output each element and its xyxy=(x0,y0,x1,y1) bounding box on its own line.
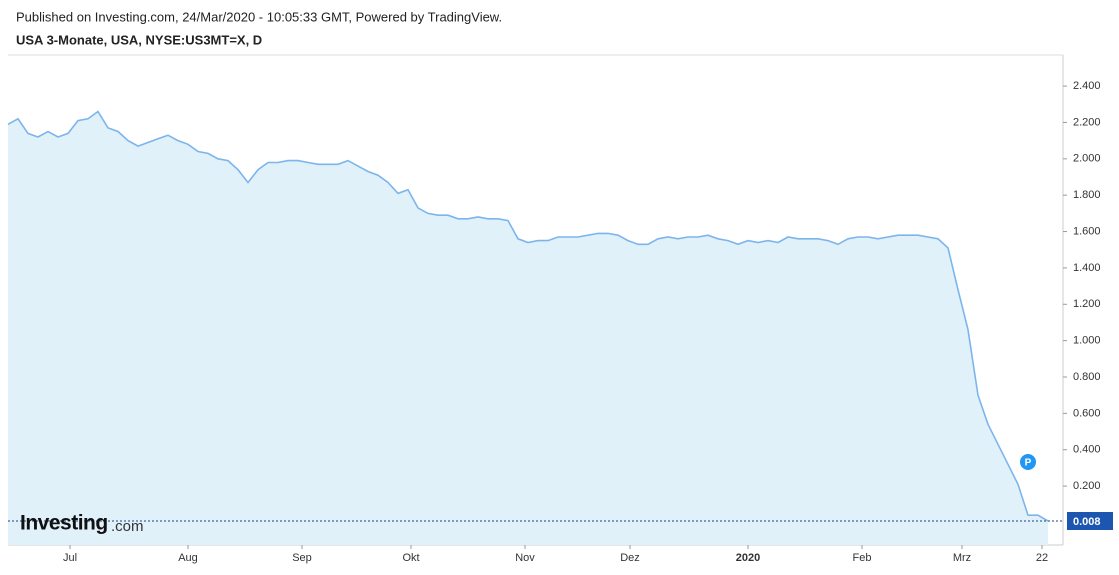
event-marker-label: P xyxy=(1025,458,1032,469)
logo-suffix: .com xyxy=(111,518,144,535)
logo-brand: Investing xyxy=(20,512,108,535)
x-tick-label: Nov xyxy=(515,552,535,564)
x-tick-label: Sep xyxy=(292,552,312,564)
x-tick-label: Aug xyxy=(178,552,198,564)
y-tick-label: 0.800 xyxy=(1073,371,1101,383)
x-tick-label: Dez xyxy=(620,552,640,564)
y-tick-label: 2.400 xyxy=(1073,80,1101,92)
line xyxy=(7,110,1049,522)
y-tick-label: 0.200 xyxy=(1073,480,1101,492)
y-tick-label: 1.200 xyxy=(1073,298,1101,310)
x-tick-label: Okt xyxy=(402,552,419,564)
event-marker xyxy=(1020,454,1036,470)
y-tick-label: 1.000 xyxy=(1073,335,1101,347)
published-note: Published on Investing.com, 24/Mar/2020 … xyxy=(16,9,502,24)
x-tick-label: 22 xyxy=(1036,552,1048,564)
y-tick-label: 1.600 xyxy=(1073,225,1101,237)
x-tick-label: 2020 xyxy=(736,552,760,564)
x-tick-label: Jul xyxy=(63,552,77,564)
x-tick-label: Mrz xyxy=(953,552,971,564)
y-tick-label: 2.200 xyxy=(1073,116,1101,128)
last-price-box xyxy=(1067,512,1113,530)
y-tick-label: 0.600 xyxy=(1073,407,1101,419)
y-tick-label: 1.800 xyxy=(1073,189,1101,201)
y-tick-label: 2.000 xyxy=(1073,153,1101,165)
symbol-title: USA 3-Monate, USA, NYSE:US3MT=X, D xyxy=(16,32,262,47)
area-fill xyxy=(8,111,1048,545)
y-tick-label: 0.400 xyxy=(1073,444,1101,456)
y-tick-label: 1.400 xyxy=(1073,262,1101,274)
x-tick-label: Feb xyxy=(853,552,872,564)
last-price-label: 0.008 xyxy=(1073,516,1101,528)
